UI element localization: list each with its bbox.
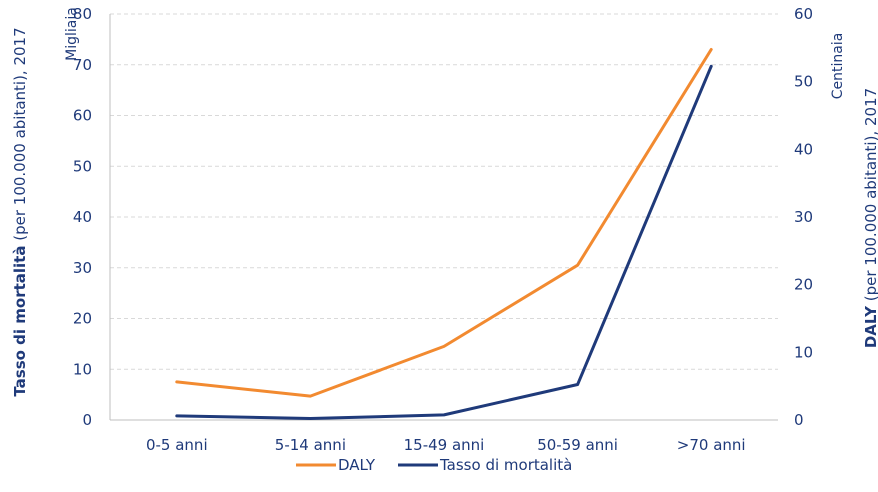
left-axis-ticks: 0 10 20 30 40 50 60 70 80 <box>73 5 92 429</box>
right-axis-title: DALY (per 100.000 abitanti), 2017 <box>862 88 878 348</box>
legend-label-tasso-di-mortalita: Tasso di mortalità <box>439 456 572 474</box>
left-tick-label: 0 <box>82 411 92 429</box>
right-tick-label: 30 <box>794 208 813 226</box>
left-tick-label: 20 <box>73 310 92 328</box>
left-axis-unit: Migliaia <box>64 7 80 61</box>
left-axis-title-bold: Tasso di mortalità <box>11 246 29 397</box>
right-axis-title-rest: (per 100.000 abitanti), 2017 <box>862 88 878 306</box>
left-tick-label: 70 <box>73 56 92 74</box>
left-axis-title-rest: (per 100.000 abitanti), 2017 <box>11 27 29 245</box>
legend: DALY Tasso di mortalità <box>296 456 572 474</box>
right-axis-unit: Centinaia <box>830 33 846 100</box>
left-tick-label: 10 <box>73 360 92 378</box>
x-tick-label: 15-49 anni <box>404 436 485 454</box>
legend-label-daly: DALY <box>338 456 376 474</box>
left-tick-label: 30 <box>73 259 92 277</box>
left-tick-label: 50 <box>73 157 92 175</box>
x-axis-ticks: 0-5 anni 5-14 anni 15-49 anni 50-59 anni >70… <box>146 436 746 454</box>
x-tick-label: 50-59 anni <box>537 436 618 454</box>
x-tick-label: 5-14 anni <box>275 436 346 454</box>
series-lines <box>175 48 713 420</box>
series-line-tasso-di-mortalita <box>175 64 713 420</box>
left-axis-title: Tasso di mortalità (per 100.000 abitanti… <box>11 27 29 396</box>
grid-lines <box>110 13 778 370</box>
left-tick-label: 40 <box>73 208 92 226</box>
x-tick-label: 0-5 anni <box>146 436 208 454</box>
right-tick-label: 50 <box>794 73 813 91</box>
right-tick-label: 10 <box>794 343 813 361</box>
left-tick-label: 80 <box>73 5 92 23</box>
right-tick-label: 0 <box>794 411 804 429</box>
x-tick-label: >70 anni <box>677 436 746 454</box>
left-tick-label: 60 <box>73 107 92 125</box>
right-tick-label: 60 <box>794 5 813 23</box>
right-axis-ticks: 0 10 20 30 40 50 60 <box>794 5 813 429</box>
right-tick-label: 20 <box>794 276 813 294</box>
right-tick-label: 40 <box>794 140 813 158</box>
right-axis-title-bold: DALY <box>862 305 878 348</box>
series-line-daly <box>175 48 713 398</box>
